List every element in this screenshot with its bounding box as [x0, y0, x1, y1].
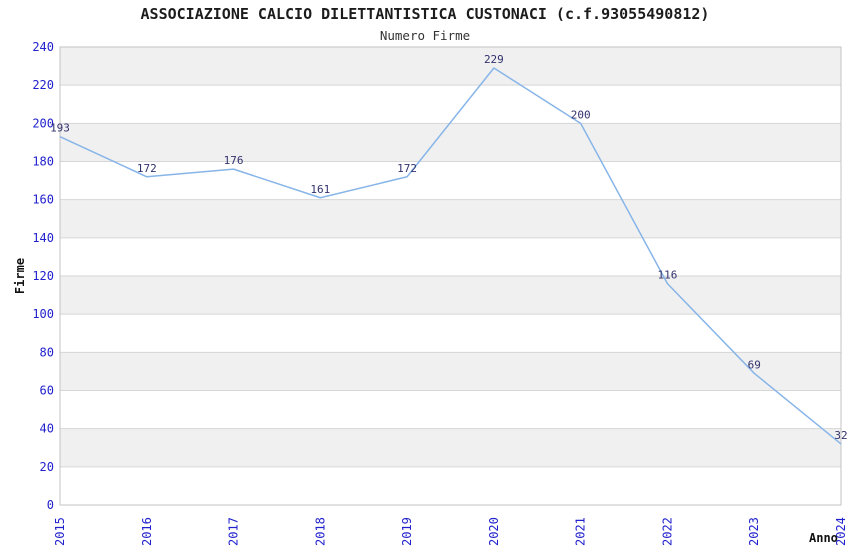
chart-subtitle: Numero Firme	[379, 28, 471, 43]
data-label: 161	[310, 183, 330, 196]
x-axis-title: Anno	[809, 531, 838, 545]
x-tick-label: 2024	[834, 517, 848, 546]
x-tick-label: 2022	[660, 517, 674, 546]
x-tick-label: 2017	[227, 517, 241, 546]
plot-band	[60, 390, 841, 429]
y-tick-label: 240	[32, 40, 54, 54]
y-axis-title: Firme	[13, 258, 27, 294]
y-tick-label: 160	[32, 193, 54, 207]
plot-band	[60, 466, 841, 505]
plot-band	[60, 428, 841, 467]
x-tick-label: 2019	[400, 517, 414, 546]
x-tick-label: 2016	[140, 517, 154, 546]
x-tick-label: 2015	[53, 517, 67, 546]
plot-band	[60, 199, 841, 238]
data-label: 200	[571, 108, 591, 121]
data-label: 116	[658, 269, 678, 282]
y-tick-label: 80	[40, 345, 54, 359]
y-tick-label: 140	[32, 231, 54, 245]
data-label: 193	[50, 122, 70, 135]
y-tick-label: 180	[32, 155, 54, 169]
y-tick-label: 60	[40, 384, 54, 398]
y-tick-label: 0	[47, 498, 54, 512]
y-tick-label: 40	[40, 422, 54, 436]
data-label: 32	[834, 429, 847, 442]
y-tick-label: 200	[32, 116, 54, 130]
plot-band	[60, 237, 841, 276]
plot-band	[60, 352, 841, 391]
data-label: 69	[748, 358, 761, 371]
chart-title: ASSOCIAZIONE CALCIO DILETTANTISTICA CUST…	[140, 5, 710, 23]
plot-band	[60, 47, 841, 86]
plot-band	[60, 314, 841, 353]
y-tick-label: 20	[40, 460, 54, 474]
plot-band	[60, 276, 841, 315]
x-tick-label: 2018	[313, 517, 327, 546]
data-label: 176	[224, 154, 244, 167]
y-tick-label: 120	[32, 269, 54, 283]
x-tick-label: 2021	[574, 517, 588, 546]
data-label: 172	[397, 162, 417, 175]
series-line	[59, 67, 842, 445]
data-label: 229	[484, 53, 504, 66]
plot-border	[59, 46, 842, 506]
x-tick-label: 2020	[487, 517, 501, 546]
x-tick-label: 2023	[747, 517, 761, 546]
plot-band	[60, 123, 841, 162]
data-label: 172	[137, 162, 157, 175]
plot-band	[60, 85, 841, 124]
plot-band	[60, 161, 841, 200]
y-tick-label: 220	[32, 78, 54, 92]
y-tick-label: 100	[32, 307, 54, 321]
